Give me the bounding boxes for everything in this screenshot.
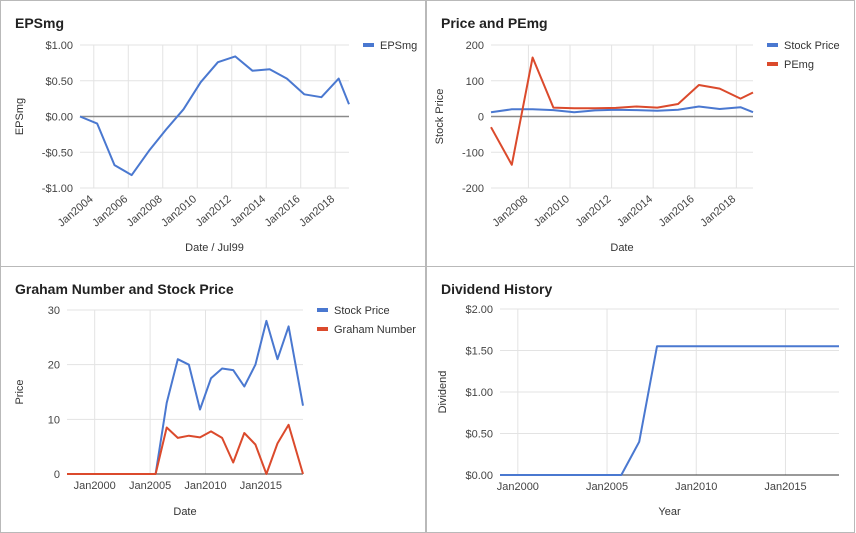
legend-swatch: [767, 43, 778, 47]
chart-panel-dividend: Dividend History $0.00 $0.50 $1.00 $1.50 $2.…: [426, 266, 855, 533]
x-tick-label: Jan2016: [263, 193, 303, 229]
y-tick-label: $2.00: [465, 304, 493, 316]
x-tick-label: Jan2010: [159, 193, 199, 229]
chart-panel-epsmg: EPSmg -$1.00 -$0.50 $0.00 $0.50 $1.00 Jan2004…: [0, 0, 426, 267]
x-tick-label: Jan2018: [698, 193, 738, 229]
x-tick-label: Jan2010: [675, 481, 717, 493]
x-tick-label: Jan2005: [586, 481, 628, 493]
series-line-dividend: [500, 345, 839, 476]
y-tick-label: -200: [462, 183, 484, 195]
y-axis-title: Price: [14, 379, 26, 404]
chart-svg-dividend: $0.00 $0.50 $1.00 $1.50 $2.00 Jan2000 Jan2005 J…: [437, 304, 839, 518]
y-tick-label: 200: [466, 40, 484, 52]
legend-label: Stock Price: [784, 40, 840, 52]
legend-label: Graham Number: [334, 324, 416, 336]
y-tick-label: $0.00: [45, 112, 73, 124]
y-tick-label: $0.50: [45, 76, 73, 88]
series-line-graham-number: [67, 423, 304, 475]
x-tick-label: Jan2015: [764, 481, 806, 493]
x-tick-label: Jan2008: [490, 193, 530, 229]
y-tick-label: 100: [466, 76, 484, 88]
series-line-stock-price: [67, 319, 304, 475]
x-tick-label: Jan2004: [56, 193, 96, 229]
series-line-pemg: [490, 56, 754, 166]
chart-panel-graham: Graham Number and Stock Price 0 10 20 30 Jan…: [0, 266, 426, 533]
x-tick-label: Jan2008: [125, 193, 165, 229]
chart-svg-epsmg: -$1.00-$0.50$0.00$0.50$1.00Jan2004Jan200…: [14, 40, 417, 254]
x-axis-title: Date: [610, 242, 633, 254]
x-tick-label: Jan2014: [615, 193, 655, 229]
y-tick-label: $1.00: [45, 40, 73, 52]
x-tick-label: Jan2006: [90, 193, 130, 229]
y-tick-label: 0: [54, 469, 60, 481]
x-tick-label: Jan2016: [657, 193, 697, 229]
chart-svg-graham: 0 10 20 30 Jan2000 Jan2005 Jan2010 Jan2015 Date P…: [14, 305, 416, 518]
x-tick-label: Jan2005: [129, 480, 171, 492]
y-axis-title: EPSmg: [14, 98, 26, 135]
y-axis-title: Dividend: [437, 371, 449, 414]
chart-panel-price-pemg: Price and PEmg -200 -100 0 100 200 Jan2008 Jan…: [426, 0, 855, 267]
x-axis-title: Date: [173, 506, 196, 518]
series-line-stock-price: [490, 105, 754, 114]
legend-label: EPSmg: [380, 40, 417, 52]
x-tick-label: Jan2015: [240, 480, 282, 492]
chart-title: EPSmg: [15, 15, 65, 31]
y-tick-label: -$0.50: [42, 147, 73, 159]
chart-title: Graham Number and Stock Price: [15, 281, 234, 297]
x-tick-label: Jan2014: [228, 193, 268, 229]
y-tick-label: $1.00: [465, 387, 493, 399]
y-axis-title: Stock Price: [434, 89, 446, 145]
x-tick-label: Jan2000: [74, 480, 116, 492]
y-tick-label: -100: [462, 147, 484, 159]
legend-swatch: [317, 327, 328, 331]
x-tick-label: Jan2012: [573, 193, 613, 229]
x-tick-label: Jan2010: [532, 193, 572, 229]
y-tick-label: 10: [48, 414, 60, 426]
y-tick-label: $1.50: [465, 346, 493, 358]
chart-title: Dividend History: [441, 281, 553, 297]
x-tick-label: Jan2018: [297, 193, 337, 229]
y-tick-label: $0.00: [465, 470, 493, 482]
x-axis-title: Date / Jul99: [185, 242, 244, 254]
y-tick-label: -$1.00: [42, 183, 73, 195]
series-line-epsmg: [79, 55, 350, 177]
legend-swatch: [317, 308, 328, 312]
y-tick-label: $0.50: [465, 429, 493, 441]
y-tick-label: 20: [48, 360, 60, 372]
legend-label: Stock Price: [334, 305, 390, 317]
x-tick-label: Jan2010: [184, 480, 226, 492]
legend-swatch: [767, 62, 778, 66]
chart-title: Price and PEmg: [441, 15, 548, 31]
y-tick-label: 0: [478, 112, 484, 124]
x-tick-label: Jan2012: [194, 193, 234, 229]
y-tick-label: 30: [48, 305, 60, 317]
x-tick-label: Jan2000: [497, 481, 539, 493]
legend-label: PEmg: [784, 59, 814, 71]
legend-swatch: [363, 43, 374, 47]
x-axis-title: Year: [658, 506, 681, 518]
